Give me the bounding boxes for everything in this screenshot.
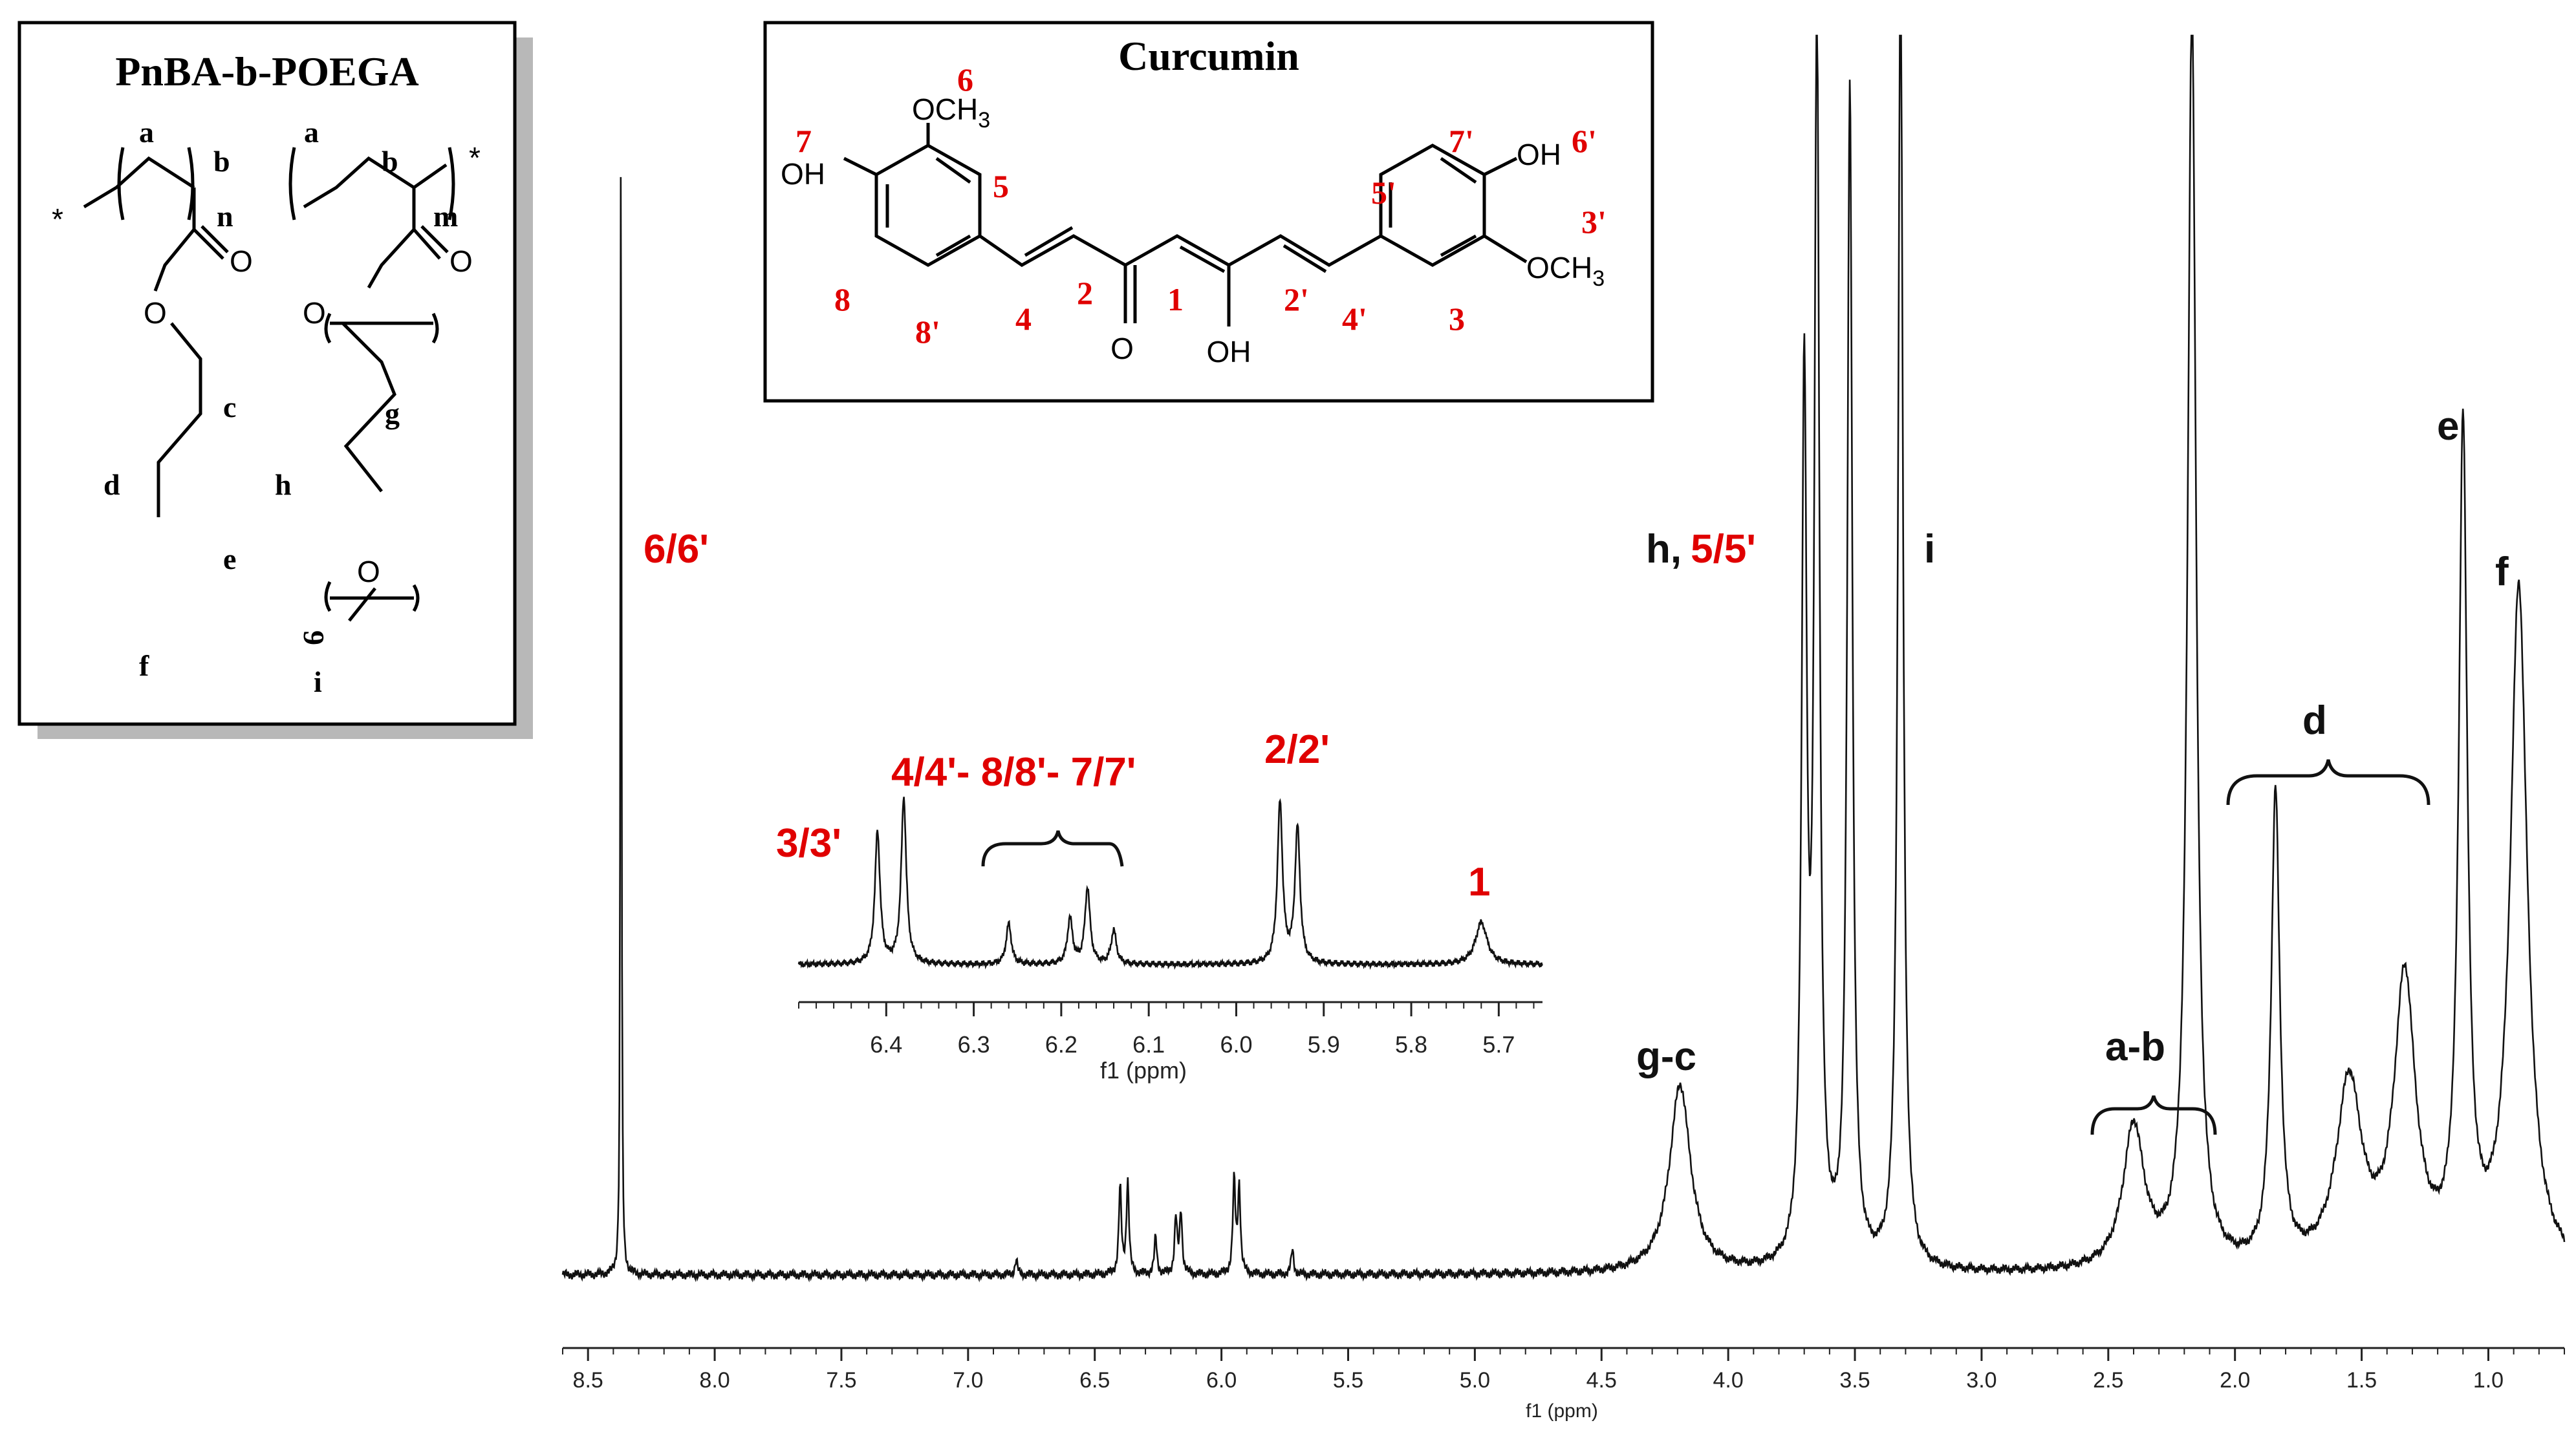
main-x-tick-label: 1.0: [2473, 1368, 2504, 1393]
polymer-box-frame: [17, 21, 517, 726]
curcumin-och3-left: OCH3: [912, 92, 990, 133]
polymer-letter-h: h: [275, 468, 292, 501]
main-x-tick-label: 5.5: [1333, 1368, 1363, 1393]
inset-label-4-8-7: 4/4'- 8/8'- 7/7': [891, 750, 1136, 795]
main-x-tick-label: 8.0: [699, 1368, 730, 1393]
main-x-tick-label: 7.5: [826, 1368, 856, 1393]
curcumin-num-5: 6: [957, 61, 973, 98]
inset-x-tick-label: 6.4: [870, 1031, 902, 1058]
curcumin-title: Curcumin: [1118, 33, 1299, 79]
inset-spectrum: 6.4 6.3 6.2 6.1 6.0 5.9 5.8 5.7 f1 (ppm) 3/3' 4…: [776, 727, 1544, 1084]
curcumin-o-keto: O: [1110, 332, 1134, 365]
polymer-letter-e: e: [223, 542, 236, 575]
curcumin-structure-panel: Curcumin OCH3 OH O OH OH OCH3: [763, 21, 1654, 403]
inset-label-1: 1: [1468, 860, 1490, 904]
inset-x-tick-label: 5.7: [1482, 1031, 1515, 1058]
curcumin-num-8: 8': [915, 314, 940, 350]
curcumin-oh-enol: OH: [1207, 335, 1251, 369]
peak-label-a-b: a-b: [2105, 1025, 2165, 1069]
main-x-tick-label: 5.0: [1460, 1368, 1490, 1393]
curcumin-num-1: 1: [1167, 281, 1184, 317]
curcumin-num-6: 7: [796, 123, 812, 159]
curcumin-num-5p: 3': [1581, 204, 1607, 240]
curcumin-och3-right: OCH3: [1526, 251, 1605, 291]
polymer-letter-g: g: [385, 397, 400, 430]
polymer-structure-panel: PnBA-b-POEGA O O: [17, 21, 533, 739]
polymer-letter-f: f: [139, 649, 149, 682]
curcumin-num-7: 8: [834, 281, 850, 317]
curcumin-num-4: 5: [993, 168, 1009, 204]
main-x-tick-label: 4.5: [1586, 1368, 1617, 1393]
main-x-axis-title: f1 (ppm): [1526, 1400, 1598, 1422]
curcumin-num-3: 4: [1015, 301, 1032, 337]
brace-a-b: [2090, 1095, 2217, 1135]
peak-label-e: e: [2437, 404, 2459, 449]
peak-label-h-5-5p: h, 5/5': [1646, 527, 1756, 572]
peak-label-i: i: [1924, 527, 1935, 572]
inset-x-axis-title: f1 (ppm): [1100, 1057, 1187, 1084]
polymer-subscript-n: n: [217, 200, 233, 233]
polymer-end-mark-right: *: [469, 141, 481, 175]
polymer-title: PnBA-b-POEGA: [115, 48, 418, 94]
curcumin-oh-right: OH: [1517, 138, 1561, 171]
inset-spectrum-trace: [797, 797, 1544, 970]
curcumin-num-7p: 7': [1449, 123, 1474, 159]
inset-x-tick-label: 5.9: [1308, 1031, 1340, 1058]
inset-label-3-3p: 3/3': [776, 821, 841, 866]
main-spectrum: 8.5 8.0 7.5 7.0 6.5 6.0 5.5 5.0 4.5 4.0 3.5 3.0 2.5 2…: [561, 34, 2566, 1422]
main-x-tick-label: 2.5: [2093, 1368, 2123, 1393]
polymer-letter-b-1: b: [213, 145, 230, 178]
curcumin-num-2p: 2': [1284, 281, 1309, 317]
peak-label-d: d: [2302, 698, 2327, 743]
curcumin-num-6p: 6': [1572, 123, 1597, 159]
main-x-tick-label: 6.5: [1079, 1368, 1110, 1393]
inset-x-tick-label: 5.8: [1395, 1031, 1427, 1058]
main-spectrum-trace: [561, 34, 2566, 1283]
curcumin-num-4p: 3: [1449, 301, 1465, 337]
polymer-carbonyl-o-2: O: [449, 244, 473, 278]
inset-brace: [981, 830, 1124, 867]
main-x-tick-label: 1.5: [2346, 1368, 2377, 1393]
main-x-axis-ticks: 8.5 8.0 7.5 7.0 6.5 6.0 5.5 5.0 4.5 4.0 3.5 3.0 2.5 2…: [562, 1348, 2565, 1393]
curcumin-box-frame: [763, 21, 1654, 403]
main-x-tick-label: 2.0: [2220, 1368, 2250, 1393]
curcumin-num-8p: 5': [1371, 175, 1396, 211]
curcumin-bonds: [843, 123, 1528, 326]
inset-label-2-2p: 2/2': [1264, 727, 1330, 772]
peak-label-f: f: [2495, 550, 2509, 594]
inset-x-tick-label: 6.3: [958, 1031, 990, 1058]
inset-x-tick-label: 6.1: [1132, 1031, 1165, 1058]
polymer-letter-c: c: [223, 391, 236, 423]
polymer-carbonyl-o-1: O: [230, 244, 253, 278]
polymer-letter-b-2: b: [382, 145, 398, 178]
curcumin-oh-left: OH: [781, 157, 825, 191]
main-x-tick-label: 7.0: [953, 1368, 983, 1393]
inset-x-tick-label: 6.0: [1220, 1031, 1252, 1058]
polymer-end-mark-left: *: [52, 202, 63, 236]
polymer-bonds: [83, 147, 455, 622]
curcumin-num-2: 2: [1077, 275, 1093, 311]
curcumin-num-3p: 4': [1342, 301, 1367, 337]
main-x-tick-label: 4.0: [1713, 1368, 1744, 1393]
inset-x-tick-label: 6.2: [1045, 1031, 1077, 1058]
brace-d: [2226, 759, 2430, 806]
polymer-subscript-9: 9: [298, 630, 330, 645]
main-x-tick-label: 6.0: [1206, 1368, 1237, 1393]
polymer-ester-o-1: O: [144, 296, 167, 330]
polymer-letter-i: i: [314, 665, 322, 698]
polymer-letter-a-2: a: [304, 116, 319, 149]
polymer-letter-a-1: a: [139, 116, 154, 149]
peak-label-g-c: g-c: [1636, 1034, 1696, 1079]
polymer-ether-o: O: [357, 555, 380, 588]
main-x-tick-label: 3.0: [1966, 1368, 1997, 1393]
main-peak-labels: 6/6' h, 5/5' i g-c a-b d e f: [644, 404, 2509, 1135]
peak-label-6-6p: 6/6': [644, 527, 709, 572]
main-x-tick-label: 3.5: [1839, 1368, 1870, 1393]
main-x-tick-label: 8.5: [573, 1368, 603, 1393]
inset-x-axis-ticks: 6.4 6.3 6.2 6.1 6.0 5.9 5.8 5.7: [798, 1002, 1535, 1058]
polymer-subscript-m: m: [433, 200, 458, 233]
polymer-ester-o-2: O: [303, 296, 326, 330]
polymer-letter-d: d: [103, 468, 120, 501]
